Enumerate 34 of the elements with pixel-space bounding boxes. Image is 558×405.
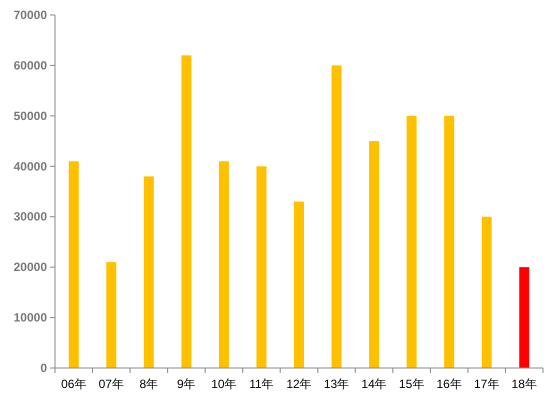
bar (106, 262, 116, 368)
bar (482, 216, 492, 368)
bar (332, 65, 342, 368)
x-tick-label: 8年 (140, 377, 158, 391)
y-tick-label: 30000 (14, 210, 48, 224)
y-tick-label: 60000 (14, 58, 48, 72)
y-tick-label: 40000 (14, 159, 48, 174)
x-tick-label: 13年 (324, 377, 350, 391)
bar (181, 55, 192, 368)
bar (406, 116, 417, 368)
bar (369, 141, 380, 368)
bar (144, 176, 154, 368)
x-tick-label: 18年 (512, 377, 537, 391)
x-tick-label: 16年 (436, 377, 462, 391)
x-tick-label: 10年 (211, 377, 237, 391)
bar (444, 116, 454, 368)
x-tick-label: 15年 (398, 377, 424, 391)
y-tick-label: 70000 (14, 8, 48, 22)
x-tick-label: 11年 (249, 377, 274, 391)
x-tick-label: 06年 (61, 377, 86, 391)
x-tick-label: 17年 (474, 377, 500, 391)
y-tick-label: 50000 (14, 108, 48, 123)
x-tick-label: 14年 (361, 377, 387, 391)
bar (294, 202, 304, 368)
bar (519, 267, 530, 368)
x-tick-label: 07年 (98, 377, 124, 391)
y-tick-label: 20000 (14, 260, 48, 274)
y-tick-label: 0 (40, 361, 48, 375)
bar (256, 166, 266, 368)
x-tick-label: 9年 (177, 377, 196, 391)
bar (218, 161, 229, 368)
x-tick-label: 12年 (286, 377, 312, 391)
y-tick-label: 10000 (14, 310, 48, 325)
bar (68, 161, 79, 368)
